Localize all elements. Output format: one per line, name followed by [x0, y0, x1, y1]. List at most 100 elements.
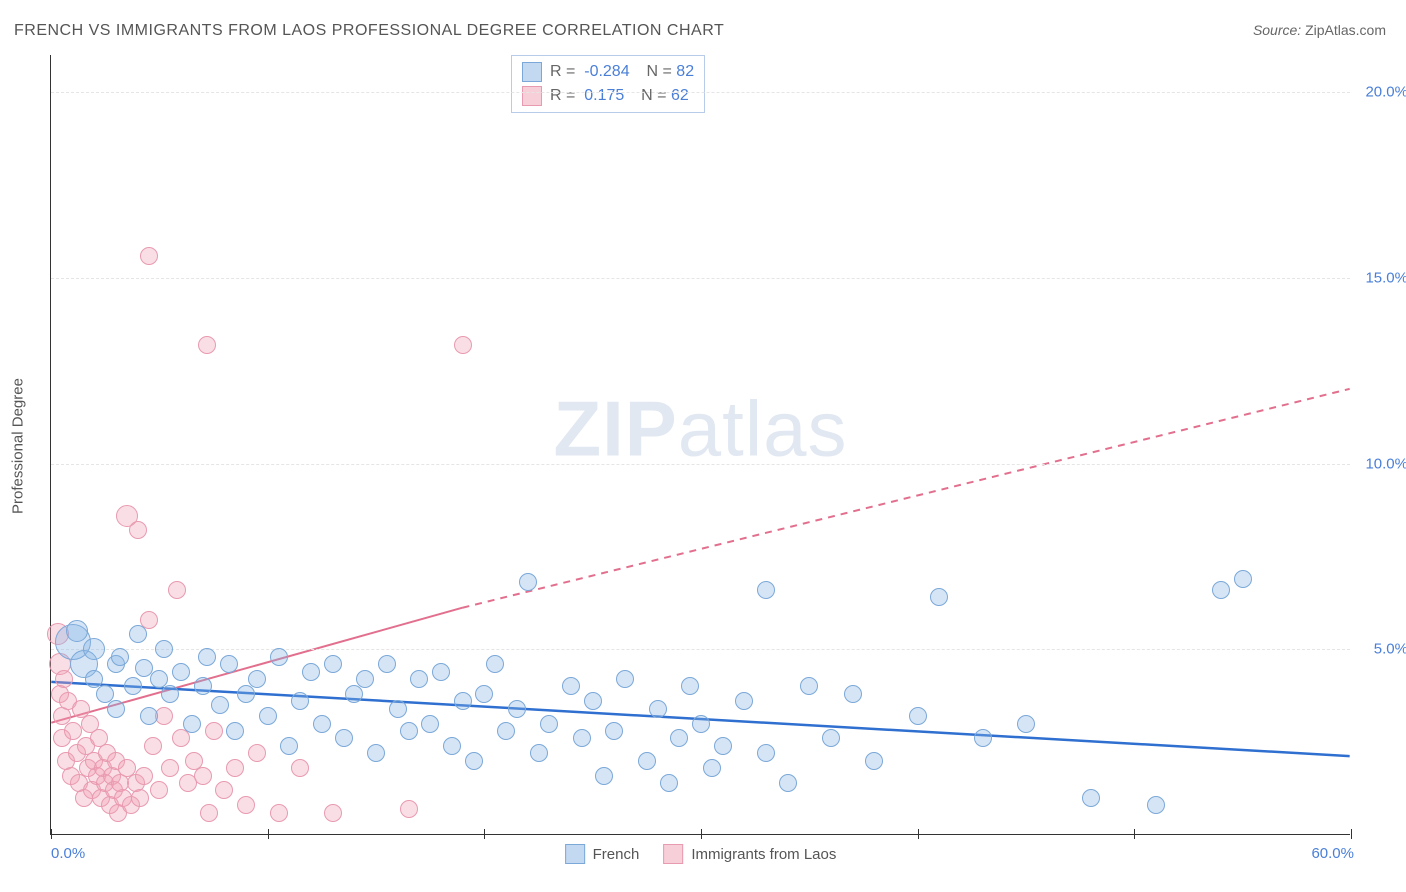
pink-point — [150, 781, 168, 799]
blue-point — [280, 737, 298, 755]
blue-point — [465, 752, 483, 770]
chart-title: FRENCH VS IMMIGRANTS FROM LAOS PROFESSIO… — [14, 22, 724, 40]
blue-point — [562, 677, 580, 695]
blue-point — [172, 663, 190, 681]
blue-point — [660, 774, 678, 792]
blue-point — [211, 696, 229, 714]
blue-point — [519, 573, 537, 591]
blue-point — [497, 722, 515, 740]
blue-point — [155, 640, 173, 658]
blue-point — [291, 692, 309, 710]
x-tick-mark — [918, 829, 919, 839]
blue-point — [198, 648, 216, 666]
blue-point — [1212, 581, 1230, 599]
blue-point — [822, 729, 840, 747]
pink-point — [291, 759, 309, 777]
legend-item: Immigrants from Laos — [663, 844, 836, 864]
blue-point — [194, 677, 212, 695]
pink-point — [172, 729, 190, 747]
blue-point — [443, 737, 461, 755]
blue-point — [703, 759, 721, 777]
blue-point — [649, 700, 667, 718]
blue-point — [573, 729, 591, 747]
series-legend: French Immigrants from Laos — [565, 844, 837, 864]
blue-point — [757, 744, 775, 762]
blue-point — [302, 663, 320, 681]
blue-point — [692, 715, 710, 733]
stat-r: R = -0.284 — [550, 60, 630, 84]
blue-point — [1017, 715, 1035, 733]
x-tick-mark — [1351, 829, 1352, 839]
blue-point — [757, 581, 775, 599]
legend-item: French — [565, 844, 640, 864]
blue-point — [107, 700, 125, 718]
stat-swatch-icon — [522, 86, 542, 106]
x-tick-mark — [268, 829, 269, 839]
pink-point — [237, 796, 255, 814]
blue-point — [410, 670, 428, 688]
pink-point — [144, 737, 162, 755]
gridline — [51, 649, 1350, 650]
pink-point — [270, 804, 288, 822]
source-value: ZipAtlas.com — [1305, 22, 1386, 38]
blue-point — [220, 655, 238, 673]
source-label: Source: — [1253, 22, 1301, 38]
chart-container: FRENCH VS IMMIGRANTS FROM LAOS PROFESSIO… — [0, 0, 1406, 892]
blue-point — [508, 700, 526, 718]
blue-point — [111, 648, 129, 666]
stats-legend-box: R = -0.284 N = 82 R = 0.175 N = 62 — [511, 55, 705, 113]
y-axis-label: Professional Degree — [10, 378, 27, 514]
gridline — [51, 464, 1350, 465]
blue-point — [1082, 789, 1100, 807]
blue-point — [584, 692, 602, 710]
blue-point — [248, 670, 266, 688]
blue-point — [140, 707, 158, 725]
legend-label: Immigrants from Laos — [691, 846, 836, 863]
pink-point — [205, 722, 223, 740]
blue-point — [389, 700, 407, 718]
legend-label: French — [593, 846, 640, 863]
blue-point — [595, 767, 613, 785]
blue-point — [183, 715, 201, 733]
x-tick-mark — [1134, 829, 1135, 839]
blue-point — [124, 677, 142, 695]
pink-point — [194, 767, 212, 785]
pink-point — [200, 804, 218, 822]
blue-point — [454, 692, 472, 710]
watermark-bold: ZIP — [553, 384, 677, 472]
pink-point — [215, 781, 233, 799]
blue-point — [974, 729, 992, 747]
blue-point — [779, 774, 797, 792]
pink-point — [248, 744, 266, 762]
blue-point — [486, 655, 504, 673]
blue-point — [616, 670, 634, 688]
blue-point — [421, 715, 439, 733]
blue-point — [605, 722, 623, 740]
pink-point — [135, 767, 153, 785]
blue-point — [324, 655, 342, 673]
pink-point — [129, 521, 147, 539]
blue-point — [356, 670, 374, 688]
blue-point — [800, 677, 818, 695]
pink-point — [140, 247, 158, 265]
blue-point — [270, 648, 288, 666]
pink-point — [161, 759, 179, 777]
blue-point — [259, 707, 277, 725]
blue-point — [161, 685, 179, 703]
blue-point — [400, 722, 418, 740]
pink-point — [55, 670, 73, 688]
gridline — [51, 278, 1350, 279]
pink-point — [400, 800, 418, 818]
gridline — [51, 92, 1350, 93]
blue-point — [83, 638, 105, 660]
blue-point — [930, 588, 948, 606]
blue-point — [313, 715, 331, 733]
watermark-rest: atlas — [678, 384, 848, 472]
blue-point — [735, 692, 753, 710]
legend-swatch-icon — [565, 844, 585, 864]
blue-point — [335, 729, 353, 747]
blue-point — [475, 685, 493, 703]
blue-point — [844, 685, 862, 703]
x-tick-mark — [51, 829, 52, 839]
stats-row: R = -0.284 N = 82 — [522, 60, 694, 84]
